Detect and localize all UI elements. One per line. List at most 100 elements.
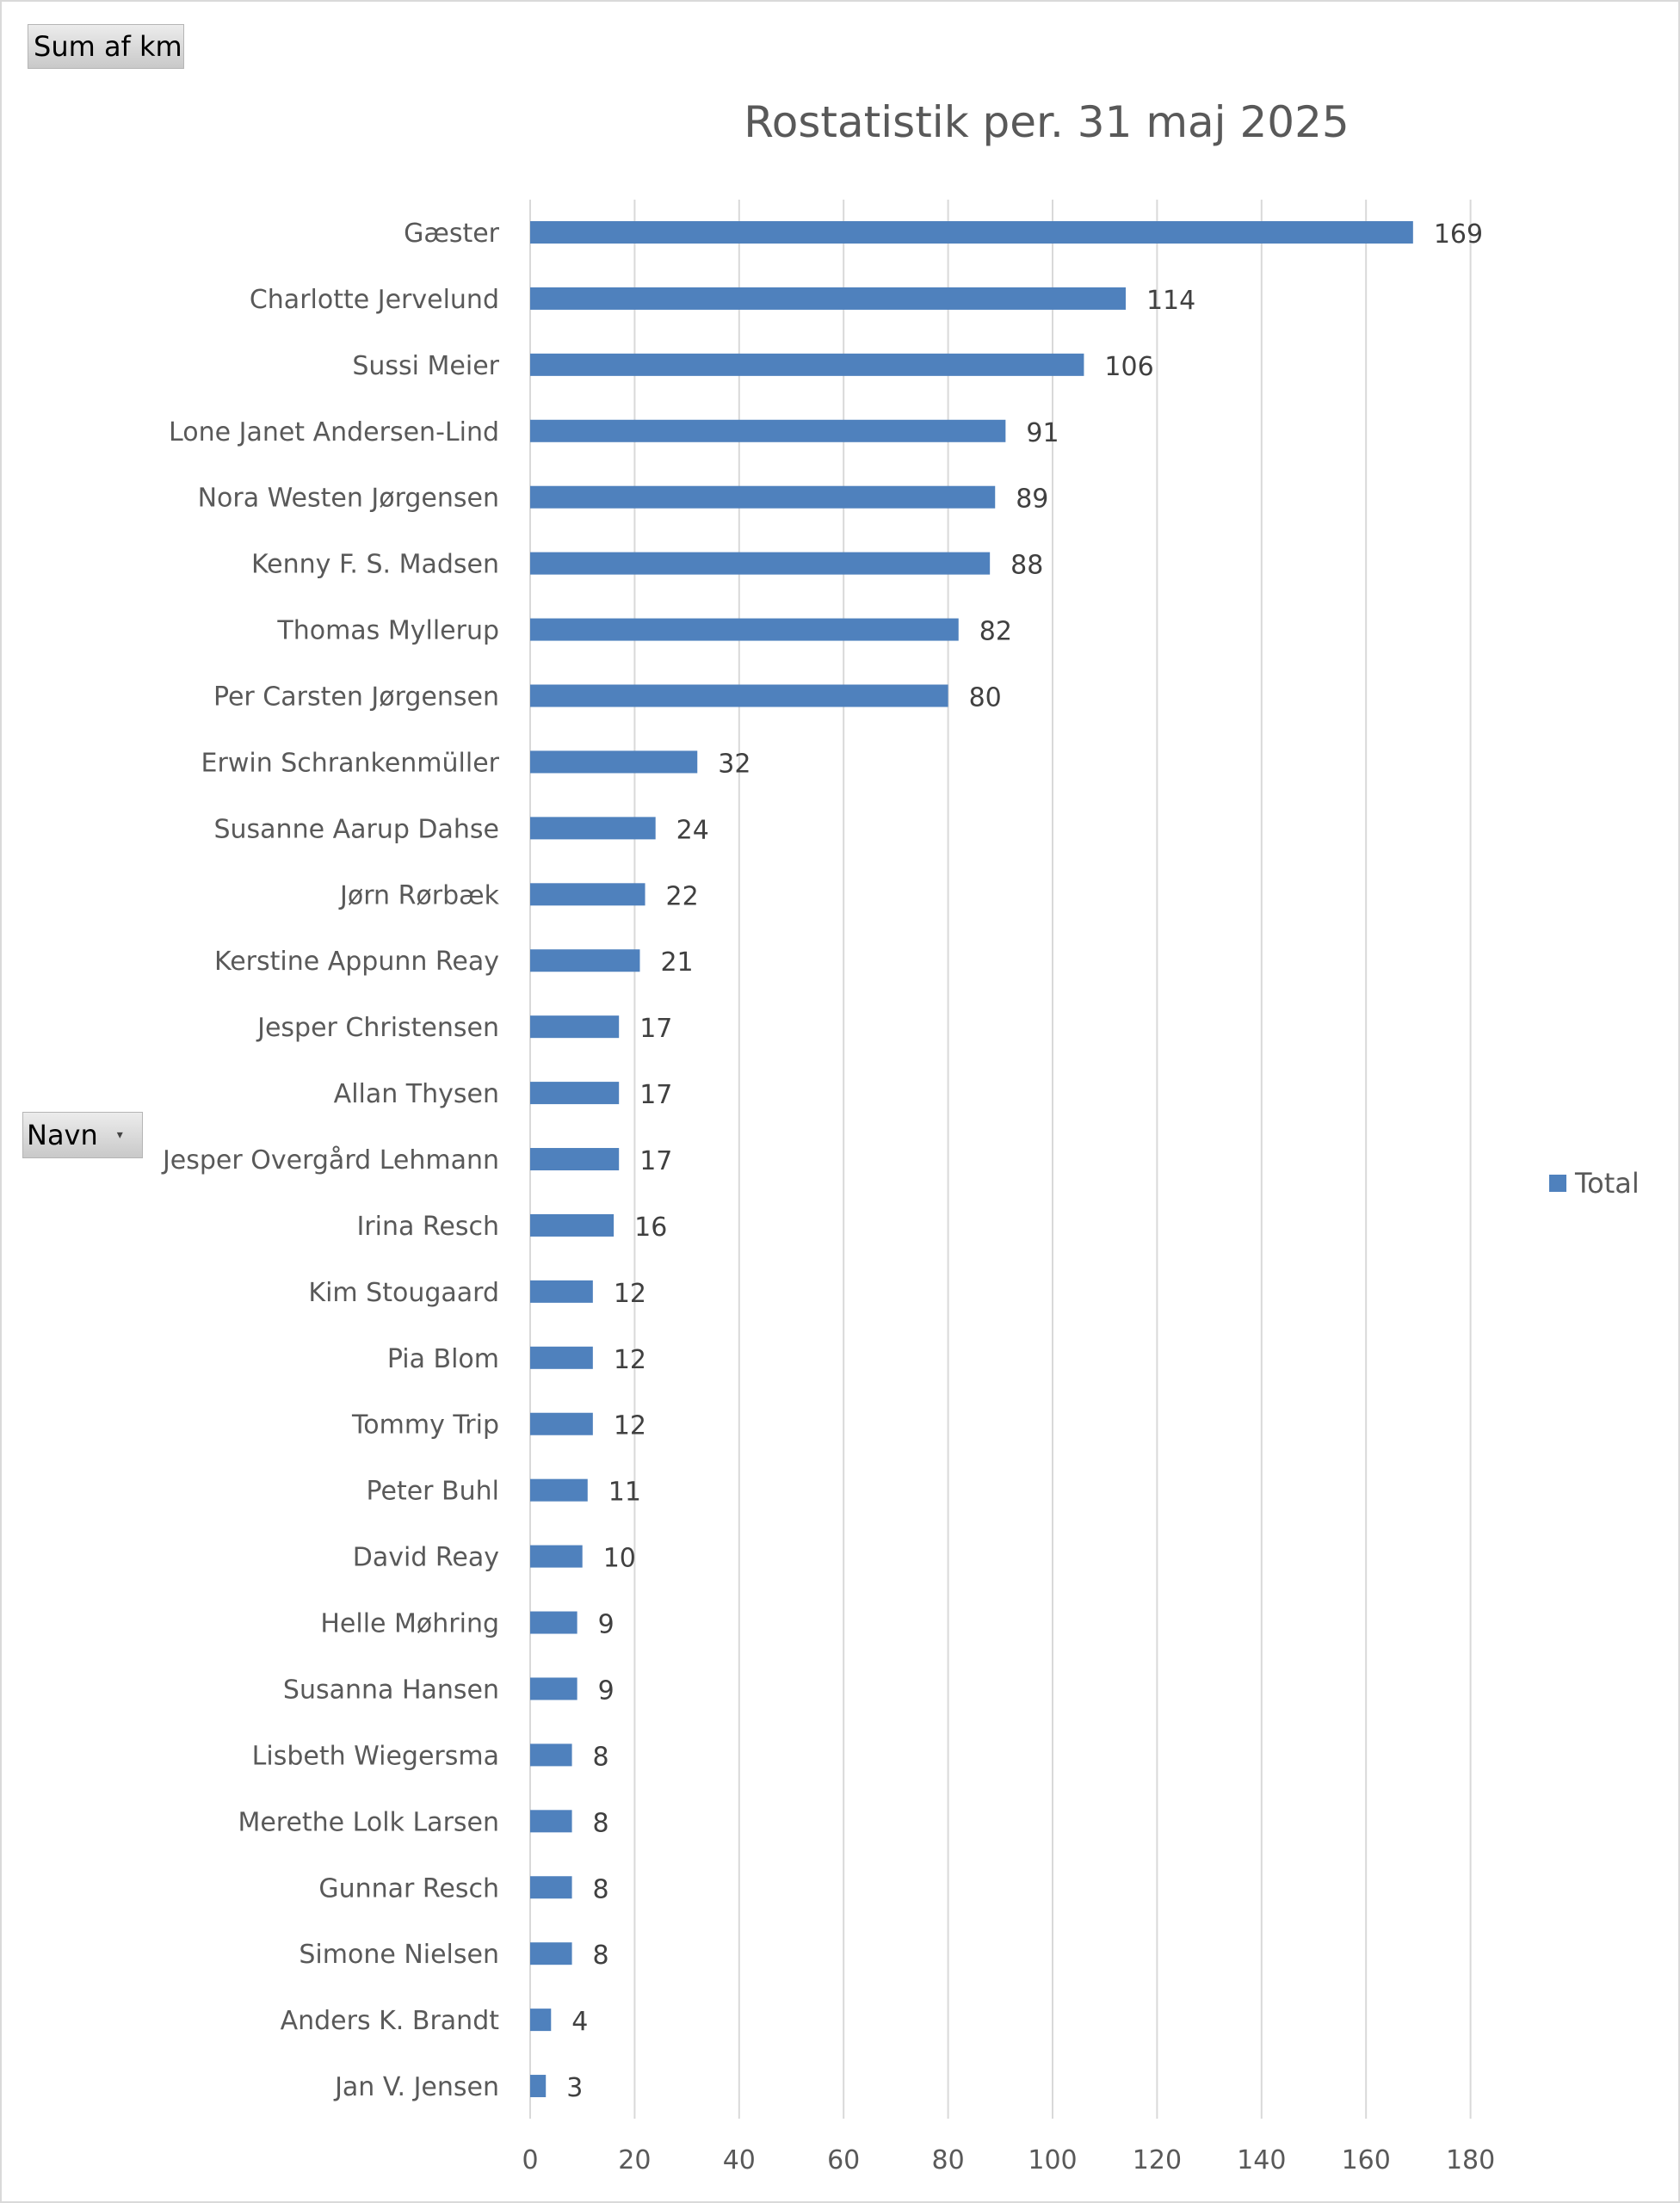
bar: [530, 1082, 620, 1105]
category-label: Tommy Trip: [351, 1410, 499, 1441]
category-label: Gæster: [404, 219, 500, 249]
bar: [530, 1810, 572, 1833]
bar: [530, 419, 1006, 442]
data-label: 8: [593, 1941, 609, 1971]
data-label: 106: [1104, 352, 1153, 382]
category-label: Charlotte Jervelund: [250, 285, 499, 315]
data-label: 3: [566, 2073, 583, 2103]
data-label: 80: [969, 683, 1002, 713]
category-label: Pia Blom: [387, 1344, 499, 1374]
data-label: 169: [1434, 219, 1483, 250]
category-label: Lone Janet Andersen-Lind: [169, 417, 499, 447]
bar: [530, 552, 991, 575]
category-label: Per Carsten Jørgensen: [213, 682, 499, 713]
data-label: 11: [608, 1478, 641, 1508]
data-label: 8: [593, 1808, 609, 1838]
data-label: 12: [614, 1345, 646, 1375]
navn-field-button[interactable]: Navn ▾: [22, 1112, 143, 1158]
filter-dropdown-icon[interactable]: ▾: [116, 1128, 123, 1142]
bar: [530, 883, 645, 906]
category-label: Thomas Myllerup: [276, 616, 499, 646]
data-label: 89: [1016, 484, 1048, 515]
x-tick-label: 60: [827, 2145, 860, 2175]
bar: [530, 1545, 583, 1568]
bar: [530, 949, 640, 972]
bar: [530, 221, 1413, 244]
data-label: 17: [639, 1080, 672, 1110]
bar: [530, 618, 959, 641]
category-label: Helle Møhring: [320, 1609, 499, 1639]
bar: [530, 684, 948, 707]
category-label: Simone Nielsen: [299, 1940, 499, 1970]
category-label: David Reay: [353, 1543, 499, 1573]
bar: [530, 1412, 593, 1435]
bar: [530, 1015, 620, 1039]
bar: [530, 2075, 547, 2098]
legend: Total: [1549, 1167, 1640, 1200]
category-label: Anders K. Brandt: [281, 2006, 500, 2036]
category-label: Jesper Christensen: [256, 1013, 499, 1043]
bar: [530, 1677, 578, 1700]
data-label: 24: [676, 815, 709, 845]
x-tick-label: 160: [1342, 2145, 1391, 2175]
x-tick-label: 0: [522, 2145, 538, 2175]
data-label: 8: [593, 1742, 609, 1772]
bar: [530, 1478, 588, 1502]
legend-swatch: [1549, 1175, 1566, 1192]
bar: [530, 353, 1084, 376]
category-label: Kerstine Appunn Reay: [214, 947, 499, 977]
category-label: Kenny F. S. Madsen: [251, 550, 499, 580]
category-label: Sussi Meier: [352, 351, 499, 381]
bar: [530, 1148, 620, 1171]
data-label: 82: [979, 617, 1012, 647]
x-tick-label: 140: [1237, 2145, 1286, 2175]
data-label: 21: [660, 947, 693, 978]
sum-af-km-label: Sum af km: [34, 30, 182, 63]
category-label: Jesper Overgård Lehmann: [161, 1145, 499, 1176]
data-label: 88: [1010, 551, 1043, 581]
data-label: 12: [614, 1279, 646, 1309]
category-label: Gunnar Resch: [318, 1873, 499, 1904]
data-label: 10: [603, 1544, 636, 1574]
x-tick-label: 20: [618, 2145, 651, 2175]
x-tick-label: 80: [932, 2145, 965, 2175]
chart-title: Rostatistik per. 31 maj 2025: [744, 97, 1350, 147]
navn-label: Navn: [27, 1119, 98, 1151]
bar: [530, 750, 698, 774]
x-tick-label: 180: [1446, 2145, 1495, 2175]
data-label: 22: [666, 881, 699, 911]
category-label: Jan V. Jensen: [333, 2072, 499, 2102]
category-label: Susanne Aarup Dahse: [213, 814, 499, 844]
data-label: 9: [598, 1610, 615, 1640]
bar: [530, 1346, 593, 1369]
category-label: Merethe Lolk Larsen: [238, 1807, 499, 1837]
bar: [530, 1213, 615, 1237]
sum-af-km-field-button[interactable]: Sum af km: [28, 24, 184, 69]
data-label: 32: [718, 749, 750, 779]
data-label: 17: [639, 1146, 672, 1176]
bar: [530, 1611, 578, 1634]
category-label: Lisbeth Wiegersma: [252, 1741, 499, 1771]
x-tick-label: 120: [1133, 2145, 1182, 2175]
category-label: Irina Resch: [356, 1212, 499, 1242]
category-label: Peter Buhl: [366, 1477, 499, 1507]
data-label: 4: [571, 2007, 588, 2037]
category-label: Allan Thysen: [334, 1079, 499, 1109]
bar: [530, 287, 1126, 310]
bar: [530, 485, 996, 509]
data-label: 9: [598, 1675, 615, 1706]
data-label: 8: [593, 1874, 609, 1904]
data-label: 17: [639, 1014, 672, 1044]
bar: [530, 1280, 593, 1303]
category-label: Erwin Schrankenmüller: [201, 748, 500, 778]
x-tick-label: 40: [723, 2145, 756, 2175]
bar: [530, 1942, 572, 1965]
category-label: Jørn Rørbæk: [338, 880, 500, 910]
bar: [530, 817, 656, 840]
category-label: Susanna Hansen: [283, 1675, 499, 1705]
data-label: 12: [614, 1411, 646, 1441]
bar: [530, 2009, 552, 2032]
data-label: 16: [634, 1213, 667, 1243]
bar: [530, 1743, 572, 1767]
